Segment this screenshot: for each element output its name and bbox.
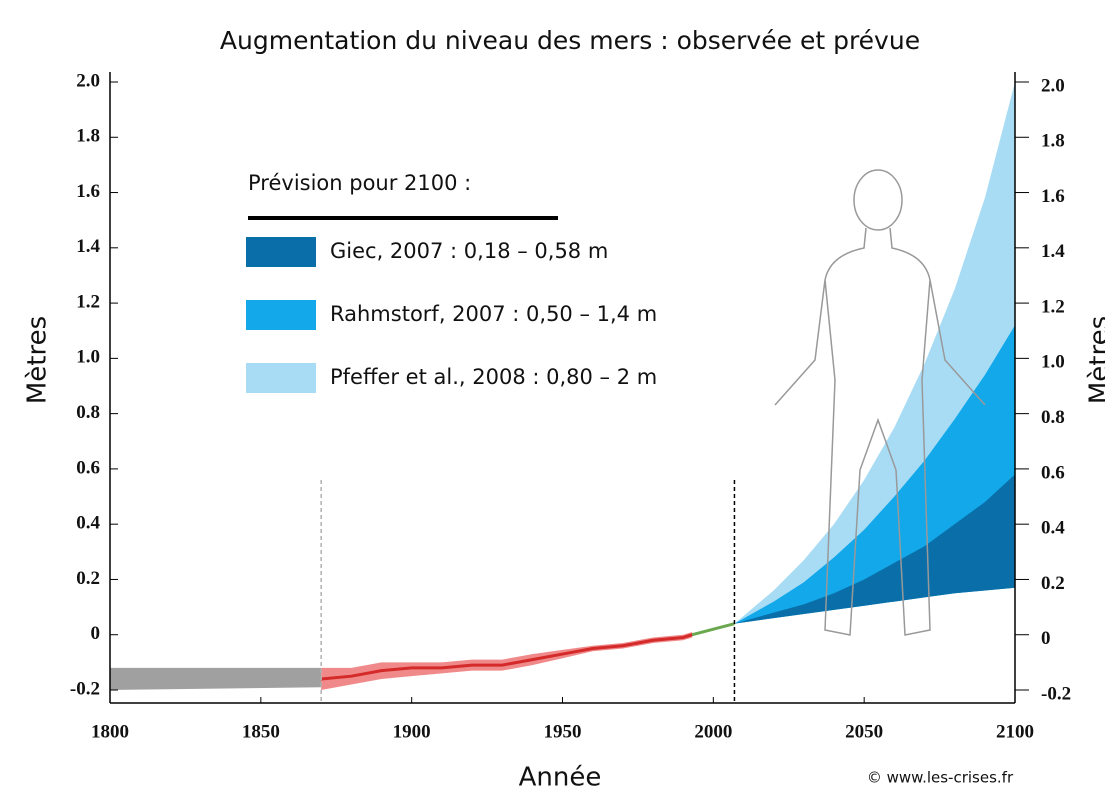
legend-swatch xyxy=(246,300,316,330)
x-tick-label: 1900 xyxy=(393,721,431,742)
x-tick-label: 2000 xyxy=(694,721,732,742)
y2-tick-label: 0 xyxy=(1041,628,1051,649)
legend-label: Pfeffer et al., 2008 : 0,80 – 2 m xyxy=(330,365,657,389)
observed-band xyxy=(110,668,321,690)
y2-tick-label: 1.2 xyxy=(1041,296,1065,317)
y2-tick-label: 0.2 xyxy=(1041,573,1065,594)
y-tick-label: 0.6 xyxy=(76,457,100,478)
legend-swatch xyxy=(246,363,316,393)
x-tick-label: 2100 xyxy=(996,721,1034,742)
y-tick-label: -0.2 xyxy=(70,678,100,699)
y-tick-label: 0 xyxy=(91,623,101,644)
legend-label: Giec, 2007 : 0,18 – 0,58 m xyxy=(330,239,608,263)
y2-tick-label: 1.6 xyxy=(1041,186,1065,207)
y2-tick-label: 0.4 xyxy=(1041,518,1065,539)
y-tick-label: 2.0 xyxy=(76,70,100,91)
y2-tick-label: 2.0 xyxy=(1041,75,1065,96)
y2-tick-label: 0.8 xyxy=(1041,407,1065,428)
y2-tick-label: 1.8 xyxy=(1041,131,1065,152)
y-tick-label: 1.4 xyxy=(76,236,100,257)
x-tick-label: 1850 xyxy=(242,721,280,742)
y-tick-label: 0.4 xyxy=(76,513,100,534)
y-tick-label: 0.2 xyxy=(76,568,100,589)
legend-label: Rahmstorf, 2007 : 0,50 – 1,4 m xyxy=(330,302,657,326)
observed-band xyxy=(321,632,692,690)
y-axis-label: Mètres xyxy=(23,316,53,404)
y-tick-label: 1.0 xyxy=(76,347,100,368)
y2-tick-label: 1.0 xyxy=(1041,352,1065,373)
y2-tick-label: -0.2 xyxy=(1041,683,1071,704)
copyright: © www.les-crises.fr xyxy=(867,769,1014,787)
x-tick-label: 1950 xyxy=(544,721,582,742)
chart: Augmentation du niveau des mers : observ… xyxy=(0,0,1105,799)
y2-tick-label: 1.4 xyxy=(1041,241,1065,262)
x-tick-label: 1800 xyxy=(91,721,129,742)
legend-title: Prévision pour 2100 : xyxy=(248,171,471,195)
x-tick-label: 2050 xyxy=(845,721,883,742)
x-axis-label: Année xyxy=(519,763,602,793)
chart-title: Augmentation du niveau des mers : observ… xyxy=(220,26,920,55)
y2-axis-label: Mètres xyxy=(1085,316,1105,404)
y-tick-label: 1.2 xyxy=(76,291,100,312)
y-tick-label: 1.6 xyxy=(76,181,100,202)
observed-line xyxy=(692,624,734,635)
legend-swatch xyxy=(246,237,316,267)
y-tick-label: 0.8 xyxy=(76,402,100,423)
y-tick-label: 1.8 xyxy=(76,126,100,147)
y2-tick-label: 0.6 xyxy=(1041,462,1065,483)
